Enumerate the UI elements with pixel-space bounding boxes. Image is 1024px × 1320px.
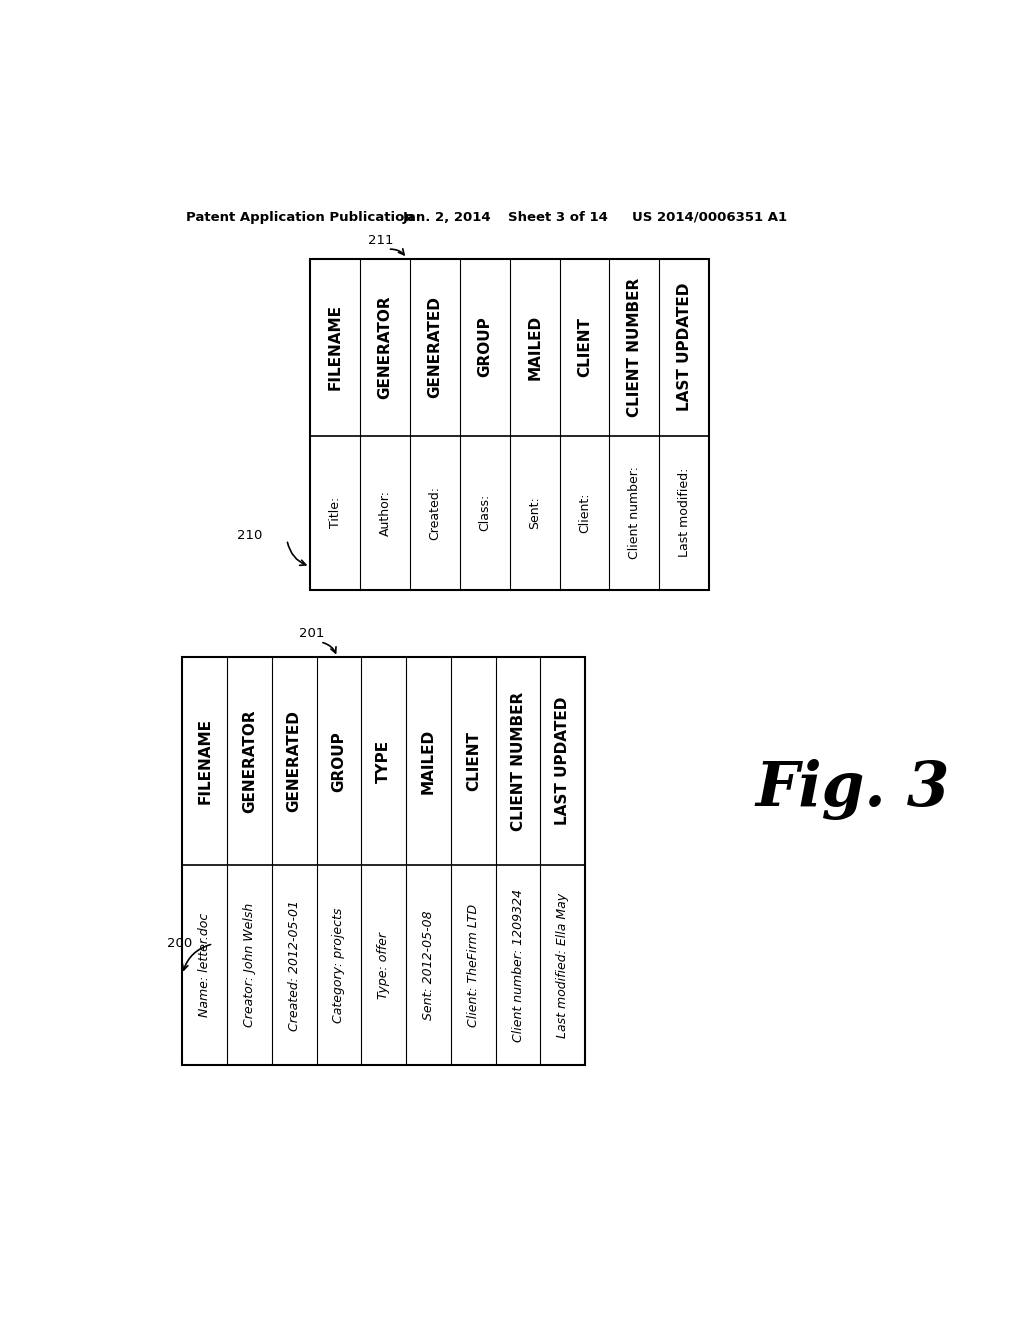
Text: LAST UPDATED: LAST UPDATED (555, 697, 570, 825)
Bar (310, 259, 710, 590)
Text: LAST UPDATED: LAST UPDATED (677, 282, 692, 412)
Text: Type: offer: Type: offer (377, 932, 390, 999)
Text: GROUP: GROUP (332, 731, 346, 792)
Text: Last modified: Ella May: Last modified: Ella May (556, 892, 569, 1038)
Text: Jan. 2, 2014: Jan. 2, 2014 (403, 211, 492, 224)
Text: 200: 200 (167, 937, 193, 950)
Text: Name: letter.doc: Name: letter.doc (198, 913, 211, 1018)
Text: GENERATOR: GENERATOR (378, 296, 392, 399)
Text: Last modified:: Last modified: (678, 467, 691, 557)
Text: TYPE: TYPE (376, 739, 391, 783)
Text: Sent:: Sent: (528, 496, 541, 529)
Text: 201: 201 (299, 627, 324, 640)
Text: Sent: 2012-05-08: Sent: 2012-05-08 (422, 911, 435, 1020)
Text: MAILED: MAILED (527, 314, 542, 380)
Text: Category: projects: Category: projects (333, 908, 345, 1023)
Text: Patent Application Publication: Patent Application Publication (186, 211, 414, 224)
Text: Created: 2012-05-01: Created: 2012-05-01 (288, 900, 301, 1031)
Text: Title:: Title: (329, 496, 342, 528)
Text: US 2014/0006351 A1: US 2014/0006351 A1 (632, 211, 786, 224)
Text: CLIENT: CLIENT (466, 731, 481, 791)
Text: Class:: Class: (478, 494, 492, 531)
Text: Client:: Client: (578, 492, 591, 533)
Text: GENERATOR: GENERATOR (242, 709, 257, 813)
Text: 211: 211 (369, 234, 394, 247)
Text: Client number: 1209324: Client number: 1209324 (512, 888, 524, 1041)
Text: CLIENT: CLIENT (577, 317, 592, 378)
Text: FILENAME: FILENAME (328, 304, 343, 389)
Text: 210: 210 (237, 529, 262, 543)
Text: MAILED: MAILED (421, 729, 436, 793)
Text: Client number:: Client number: (628, 466, 641, 560)
Text: CLIENT NUMBER: CLIENT NUMBER (627, 277, 642, 417)
Text: Author:: Author: (379, 490, 391, 536)
Text: Fig. 3: Fig. 3 (756, 759, 950, 820)
Text: Sheet 3 of 14: Sheet 3 of 14 (508, 211, 607, 224)
Text: CLIENT NUMBER: CLIENT NUMBER (511, 692, 525, 830)
Text: FILENAME: FILENAME (198, 718, 212, 804)
Text: Client: TheFirm LTD: Client: TheFirm LTD (467, 904, 480, 1027)
Text: Creator: John Welsh: Creator: John Welsh (243, 903, 256, 1027)
Text: GENERATED: GENERATED (427, 296, 442, 399)
Text: GROUP: GROUP (477, 317, 493, 378)
Text: GENERATED: GENERATED (287, 710, 302, 812)
Bar (182, 657, 586, 1065)
Text: Created:: Created: (428, 486, 441, 540)
